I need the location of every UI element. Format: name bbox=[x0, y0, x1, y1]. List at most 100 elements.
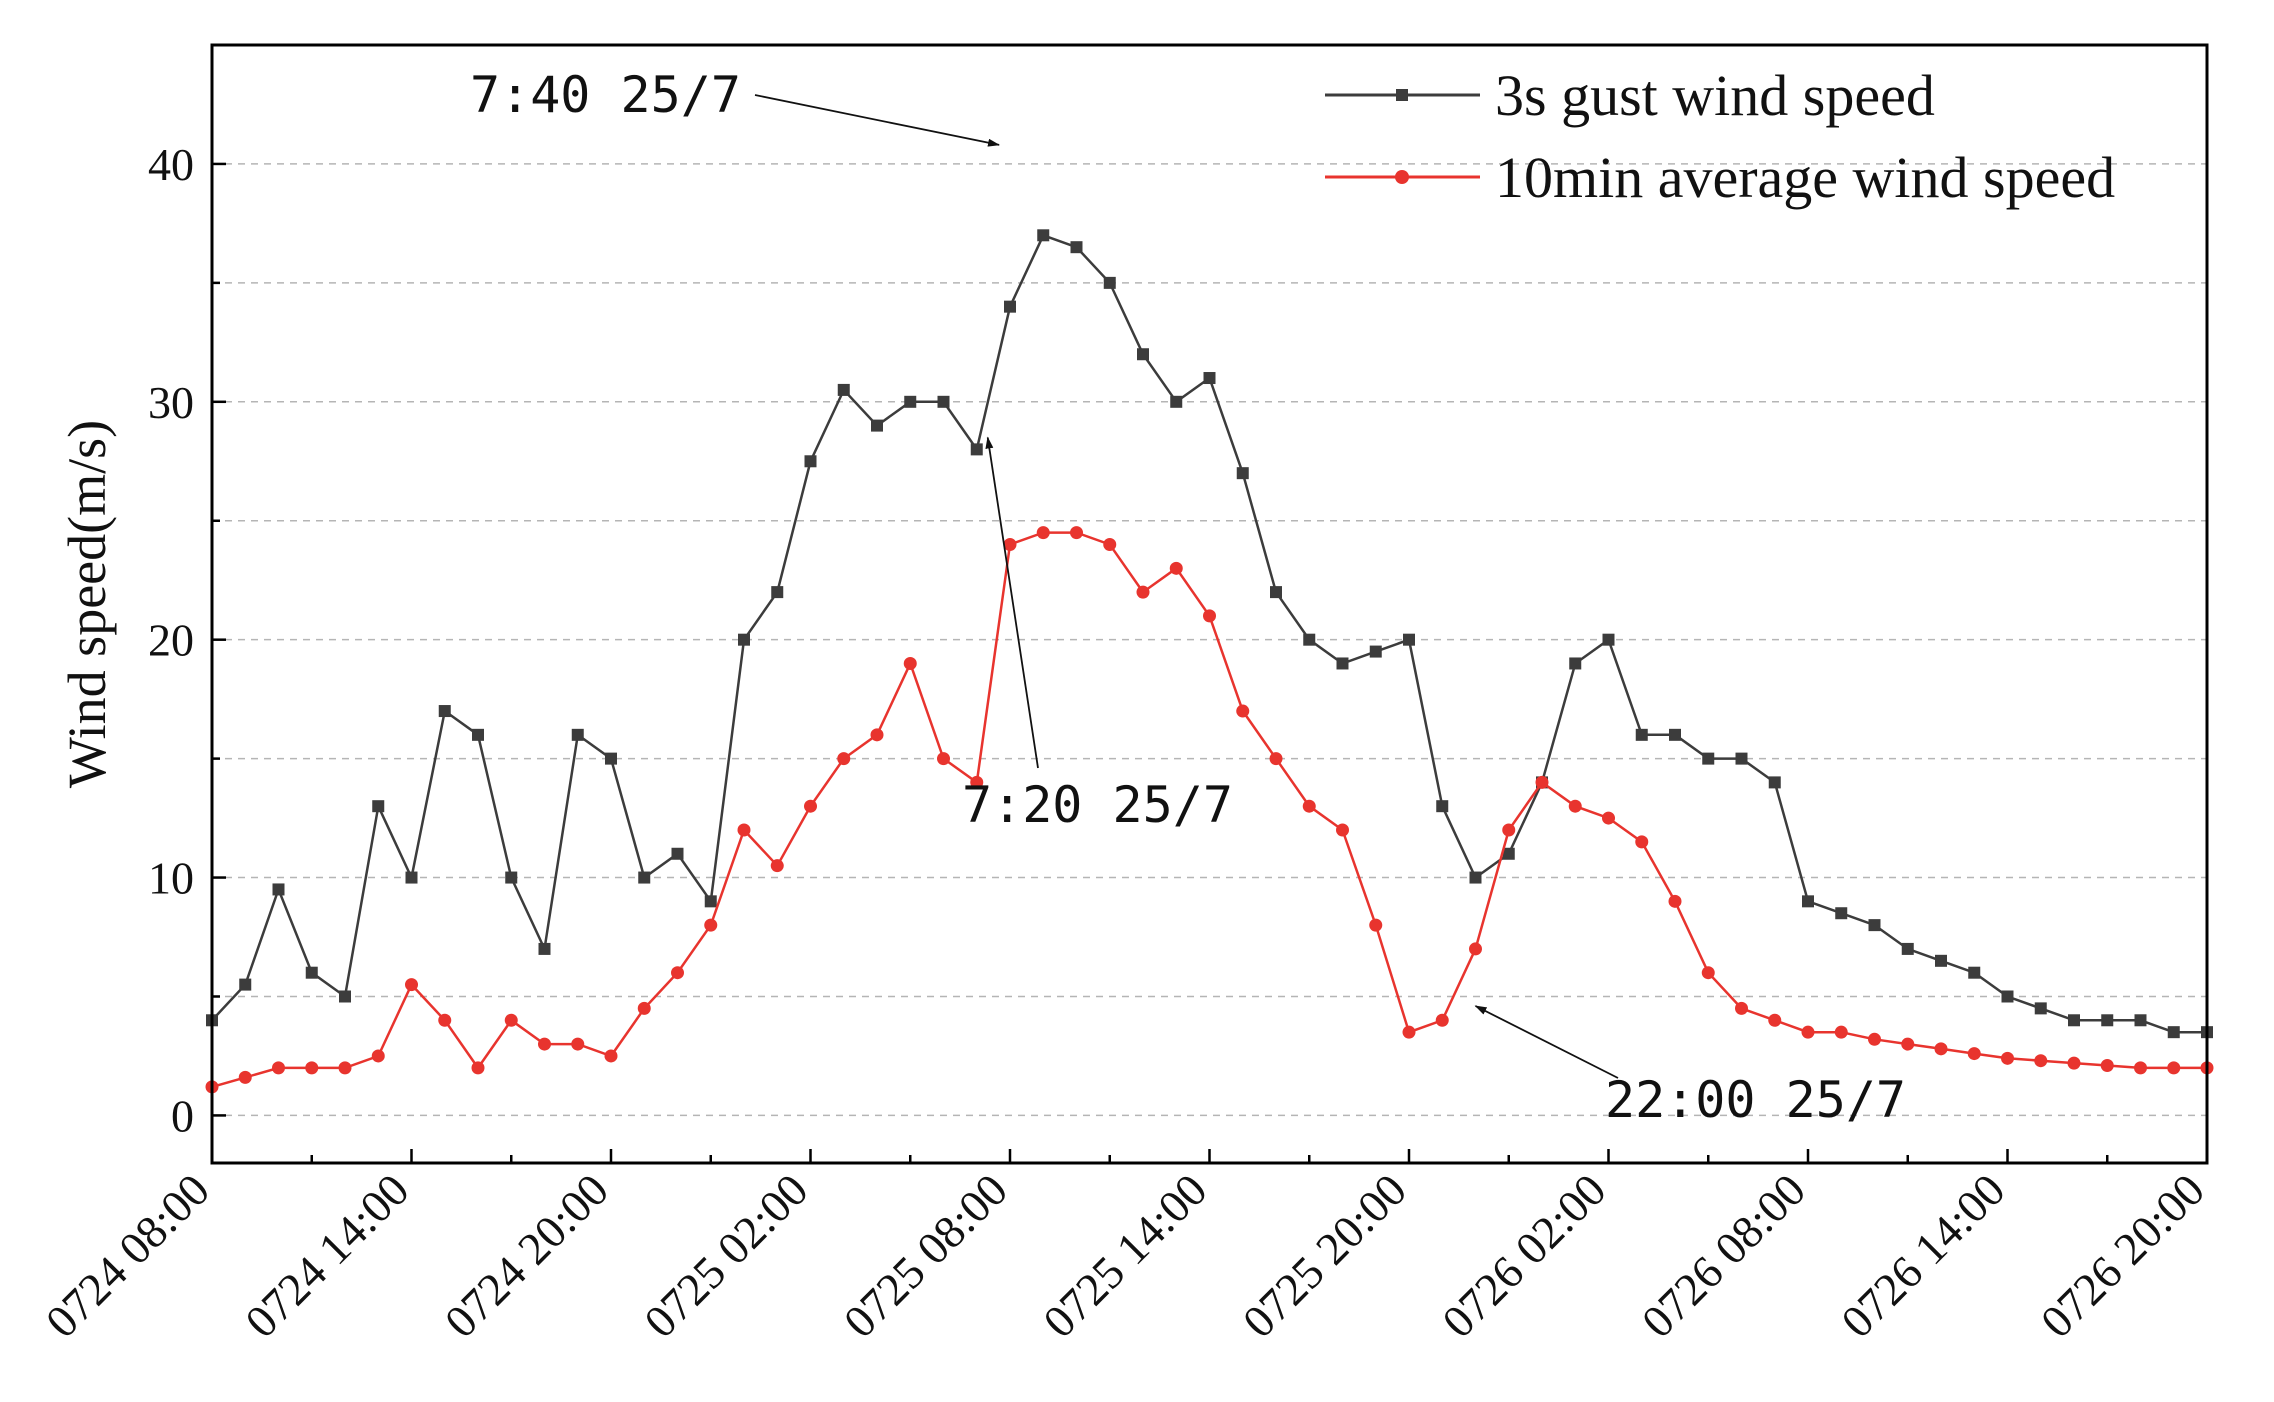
data-point bbox=[1502, 823, 1516, 837]
data-point bbox=[704, 918, 718, 932]
data-point bbox=[1868, 1032, 1881, 1046]
data-point bbox=[1801, 1025, 1815, 1039]
data-point bbox=[1369, 645, 1382, 658]
data-point bbox=[1136, 585, 1150, 599]
data-point bbox=[1003, 538, 1017, 552]
annotation-arrow bbox=[754, 94, 1001, 147]
data-point bbox=[604, 1049, 618, 1063]
data-point bbox=[837, 752, 851, 766]
legend-marker-average bbox=[1395, 170, 1409, 184]
data-point bbox=[1735, 752, 1748, 765]
data-point bbox=[1203, 372, 1216, 385]
data-point bbox=[837, 383, 850, 396]
data-point bbox=[1137, 348, 1149, 361]
data-point bbox=[1768, 776, 1781, 789]
data-point bbox=[538, 942, 551, 955]
data-point bbox=[1169, 561, 1183, 575]
data-point bbox=[372, 800, 385, 813]
data-point bbox=[239, 978, 252, 991]
data-point bbox=[1768, 1013, 1782, 1027]
x-tick-label: 0725 14:00 bbox=[1033, 1164, 1216, 1347]
data-point bbox=[904, 395, 917, 408]
data-point bbox=[1568, 799, 1582, 813]
data-point bbox=[2034, 1002, 2047, 1015]
data-point bbox=[1535, 775, 1549, 789]
y-tick-label: 20 bbox=[148, 615, 194, 666]
data-point bbox=[1868, 919, 1881, 932]
y-tick-label: 0 bbox=[171, 1090, 194, 1141]
data-point bbox=[1303, 633, 1316, 646]
data-point bbox=[1635, 835, 1649, 849]
annotations: 7:40 25/7 7:20 25/7 22:00 25/7 bbox=[470, 66, 1906, 1129]
data-point bbox=[438, 705, 451, 718]
y-axis-title: Wind speed(m/s) bbox=[57, 420, 117, 788]
data-point bbox=[1802, 895, 1814, 908]
x-tick-label: 0725 02:00 bbox=[634, 1164, 817, 1347]
data-point bbox=[1901, 942, 1914, 955]
data-point bbox=[1602, 811, 1615, 825]
data-point bbox=[1070, 241, 1083, 254]
data-point bbox=[2134, 1014, 2147, 1027]
data-point bbox=[1269, 752, 1283, 766]
data-point bbox=[305, 966, 318, 979]
data-point bbox=[605, 752, 617, 765]
data-point bbox=[338, 1061, 352, 1075]
data-point bbox=[937, 395, 950, 408]
data-point bbox=[2101, 1014, 2114, 1027]
data-point bbox=[2001, 990, 2014, 1003]
data-point bbox=[2001, 1051, 2014, 1065]
data-point bbox=[804, 455, 817, 468]
data-point bbox=[2134, 1061, 2147, 1075]
data-point bbox=[704, 895, 717, 908]
legend-label-average: 10min average wind speed bbox=[1495, 145, 2115, 210]
data-point bbox=[1635, 728, 1648, 741]
data-point bbox=[1835, 907, 1848, 920]
data-point bbox=[1336, 657, 1349, 670]
data-point bbox=[1967, 1047, 1981, 1061]
data-point bbox=[1834, 1025, 1848, 1039]
data-point bbox=[272, 1061, 285, 1075]
data-point bbox=[1735, 1001, 1748, 1015]
data-point bbox=[1004, 300, 1016, 313]
legend-label-gust: 3s gust wind speed bbox=[1495, 63, 1935, 128]
data-point bbox=[1436, 800, 1449, 813]
data-point bbox=[937, 752, 950, 766]
data-point bbox=[738, 633, 750, 646]
data-point bbox=[1469, 942, 1482, 956]
data-point bbox=[1402, 1025, 1416, 1039]
data-point bbox=[538, 1037, 551, 1051]
data-point bbox=[1469, 871, 1482, 884]
plot-frame bbox=[210, 43, 2209, 1165]
data-point bbox=[638, 871, 651, 884]
data-point bbox=[1203, 609, 1216, 623]
data-point bbox=[2167, 1061, 2181, 1075]
data-point bbox=[1901, 1037, 1915, 1051]
annotation-label: 7:40 25/7 bbox=[470, 66, 741, 124]
data-point bbox=[2167, 1026, 2180, 1039]
gridlines bbox=[212, 163, 2207, 1117]
data-point bbox=[1702, 752, 1715, 765]
data-point bbox=[504, 1013, 518, 1027]
data-point bbox=[1569, 657, 1582, 670]
series-line bbox=[211, 233, 2207, 1034]
data-point bbox=[1669, 728, 1681, 741]
x-tick-label: 0725 08:00 bbox=[834, 1164, 1017, 1347]
data-point bbox=[970, 443, 983, 456]
data-point bbox=[637, 1001, 651, 1015]
data-point bbox=[737, 823, 751, 837]
legend-marker-gust bbox=[1396, 89, 1408, 101]
data-point bbox=[1934, 1042, 1948, 1056]
data-point bbox=[1236, 467, 1249, 480]
data-point bbox=[770, 859, 784, 873]
series-layer bbox=[205, 229, 2214, 1094]
legend: 3s gust wind speed 10min average wind sp… bbox=[1325, 63, 2115, 210]
data-point bbox=[1037, 229, 1050, 242]
data-point bbox=[238, 1070, 252, 1084]
data-point bbox=[1170, 395, 1183, 408]
data-point bbox=[903, 656, 917, 670]
data-point bbox=[1435, 1013, 1449, 1027]
data-point bbox=[339, 990, 351, 1003]
data-point bbox=[1070, 526, 1083, 540]
data-point bbox=[804, 799, 817, 813]
data-point bbox=[471, 1061, 485, 1075]
